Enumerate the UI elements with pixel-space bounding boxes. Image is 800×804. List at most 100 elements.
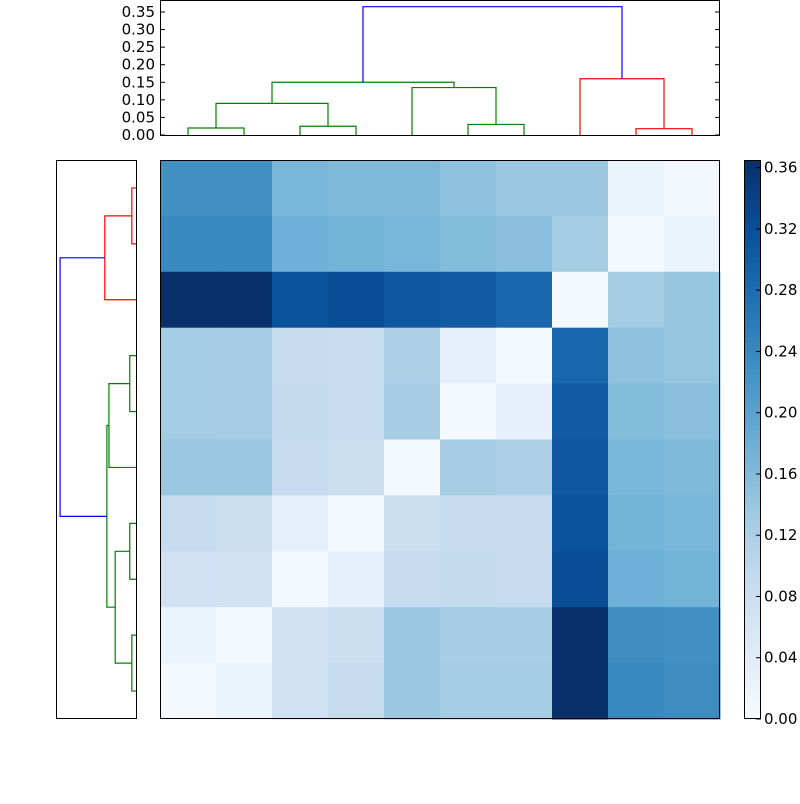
colorbar-segment <box>745 402 761 408</box>
heatmap-cell <box>328 215 385 273</box>
heatmap-cell <box>160 327 217 385</box>
heatmap-cell <box>496 551 553 608</box>
colorbar-segment <box>745 215 761 222</box>
colorbar-tick-label: 0.16 <box>764 465 797 483</box>
heatmap-cell <box>608 215 665 273</box>
colorbar-segment <box>745 686 761 692</box>
heatmap-cell <box>552 663 609 720</box>
heatmap-cell <box>552 160 609 217</box>
heatmap-cell <box>608 551 665 608</box>
heatmap-cell <box>552 383 609 440</box>
heatmap-cell <box>440 215 497 273</box>
colorbar-segment <box>745 281 761 287</box>
left-dendrogram-link <box>131 187 136 245</box>
heatmap-frame <box>160 160 720 719</box>
colorbar-tick-label: 0.24 <box>764 342 797 360</box>
heatmap-cell <box>440 551 497 608</box>
top-dendrogram-frame <box>160 0 720 136</box>
colorbar-segment <box>745 644 761 650</box>
top-dendrogram-ytick-label: 0.00 <box>122 126 155 144</box>
heatmap-cell <box>272 271 329 329</box>
heatmap-cell <box>440 327 497 385</box>
colorbar-segment <box>745 532 761 538</box>
heatmap-cell <box>608 439 665 496</box>
colorbar-segment <box>745 504 761 510</box>
colorbar-segment <box>745 392 761 399</box>
colorbar-segment <box>745 271 761 278</box>
top-dendrogram-link <box>467 123 525 135</box>
top-dendrogram <box>187 6 693 135</box>
top-dendrogram-ytick-label: 0.25 <box>122 38 155 56</box>
heatmap-cell <box>664 327 721 385</box>
colorbar-segment <box>745 537 761 543</box>
colorbar-segment <box>745 569 761 576</box>
colorbar-segment <box>745 453 761 459</box>
colorbar <box>745 160 761 720</box>
heatmap-cell <box>608 327 665 385</box>
heatmap-cell <box>216 383 273 440</box>
colorbar-segment <box>745 169 761 175</box>
colorbar-segment <box>745 658 761 664</box>
colorbar-segment <box>745 406 761 413</box>
colorbar-tick-label: 0.36 <box>764 159 797 177</box>
heatmap-cell <box>384 215 441 273</box>
heatmap-cell <box>328 495 385 552</box>
colorbar-segment <box>745 243 761 250</box>
heatmap-cell <box>384 663 441 720</box>
colorbar-segment <box>745 430 761 436</box>
colorbar-segment <box>745 579 761 585</box>
colorbar-tick-label: 0.08 <box>764 587 797 605</box>
heatmap-cell <box>608 271 665 329</box>
colorbar-segment <box>745 178 761 184</box>
heatmap-cell <box>664 551 721 608</box>
colorbar-segment <box>745 574 761 580</box>
heatmap-cell <box>160 215 217 273</box>
heatmap-cell <box>272 160 329 217</box>
colorbar-segment <box>745 565 761 571</box>
heatmap-cell <box>216 495 273 552</box>
colorbar-segment <box>745 290 761 296</box>
colorbar-segment <box>745 439 761 445</box>
colorbar-segment <box>745 295 761 301</box>
colorbar-segment <box>745 346 761 352</box>
heatmap-cell <box>496 439 553 496</box>
colorbar-segment <box>745 309 761 315</box>
heatmap-cell <box>384 160 441 217</box>
colorbar-segment <box>745 560 761 566</box>
colorbar-segment <box>745 611 761 618</box>
colorbar-segment <box>745 383 761 389</box>
heatmap-cell <box>272 551 329 608</box>
colorbar-segment <box>745 621 761 627</box>
colorbar-segment <box>745 490 761 496</box>
colorbar-segment <box>745 220 761 226</box>
colorbar-segment <box>745 160 761 166</box>
colorbar-segment <box>745 388 761 394</box>
colorbar-segment <box>745 588 761 594</box>
colorbar-segment <box>745 472 761 478</box>
colorbar-segment <box>745 458 761 464</box>
colorbar-segment <box>745 360 761 366</box>
heatmap-cell <box>552 439 609 496</box>
heatmap-cell <box>384 271 441 329</box>
colorbar-segment <box>745 211 761 217</box>
colorbar-tick-label: 0.12 <box>764 526 797 544</box>
colorbar-segment <box>745 350 761 357</box>
left-dendrogram-link <box>131 634 136 692</box>
colorbar-segment <box>745 500 761 506</box>
colorbar-segment <box>745 364 761 371</box>
heatmap-cell <box>608 383 665 440</box>
left-dendrogram-link <box>129 355 136 413</box>
colorbar-segment <box>745 514 761 520</box>
colorbar-segment <box>745 239 761 245</box>
colorbar-segment <box>745 518 761 524</box>
heatmap-cell <box>272 327 329 385</box>
colorbar-segment <box>745 444 761 450</box>
colorbar-tick-label: 0.00 <box>764 710 797 728</box>
heatmap-cell <box>384 327 441 385</box>
heatmap-cell <box>552 215 609 273</box>
colorbar-segment <box>745 304 761 310</box>
colorbar-axis: 0.00 0.04 0.08 0.12 0.16 0.20 0.24 0.28 0.32 0.36 <box>756 159 797 728</box>
heatmap-cell <box>160 663 217 720</box>
colorbar-segment <box>745 709 761 715</box>
